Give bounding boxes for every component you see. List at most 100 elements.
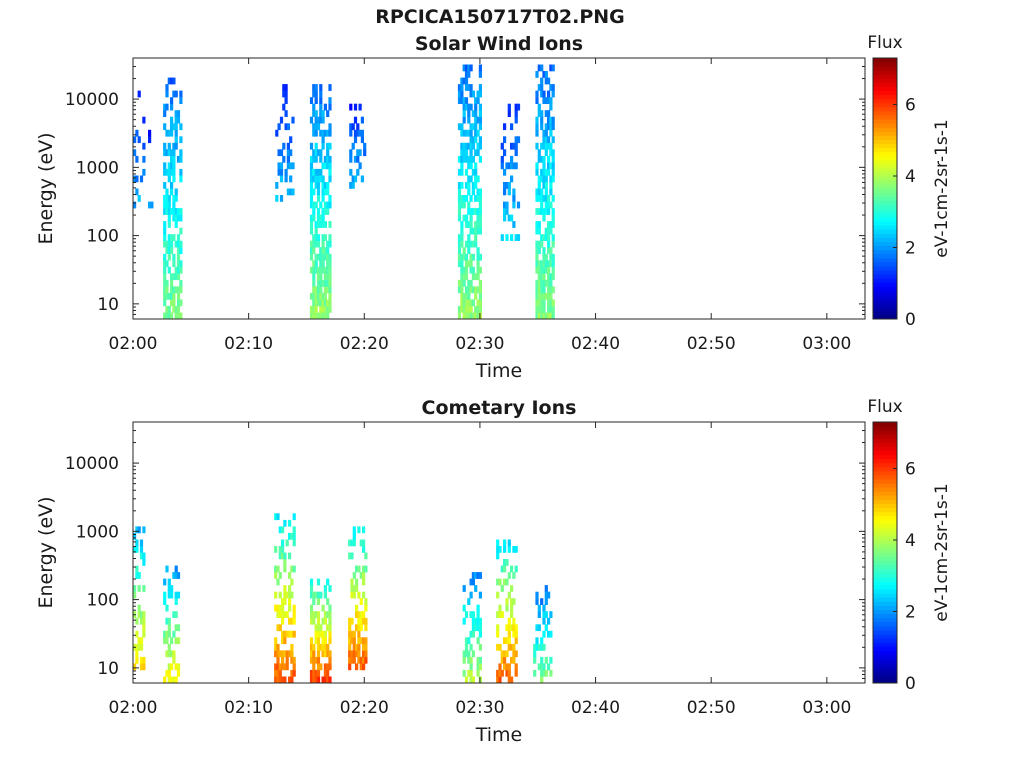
heatmap-cell	[478, 214, 482, 222]
colorbar-segment	[873, 298, 897, 304]
heatmap-cell	[163, 149, 167, 157]
heatmap-cell	[507, 643, 511, 651]
heatmap-cell	[457, 208, 462, 215]
heatmap-cell	[135, 572, 139, 579]
heatmap-cell	[505, 201, 509, 209]
heatmap-cell	[323, 103, 327, 111]
heatmap-cell	[549, 97, 553, 104]
heatmap-cell	[328, 624, 332, 632]
heatmap-cell	[170, 312, 174, 320]
heatmap-cell	[323, 234, 327, 241]
heatmap-cell	[535, 637, 539, 645]
heatmap-cell	[510, 142, 514, 150]
heatmap-cell	[358, 103, 362, 111]
colorbar-segment	[873, 605, 897, 610]
x-tick-label: 02:50	[687, 334, 736, 354]
heatmap-cell	[474, 273, 478, 281]
colorbar-segment	[873, 430, 897, 435]
colorbar-segment	[873, 556, 897, 562]
heatmap-cell	[133, 663, 137, 671]
colorbar-segment	[873, 131, 897, 136]
heatmap-cell	[535, 227, 539, 235]
heatmap-cell	[176, 663, 181, 671]
heatmap-cell	[323, 669, 327, 677]
heatmap-cell	[319, 221, 323, 228]
heatmap-cell	[471, 273, 475, 281]
heatmap-cell	[357, 630, 361, 638]
heatmap-cell	[288, 572, 292, 579]
colorbar-segment	[873, 265, 897, 271]
heatmap-cell	[163, 142, 167, 150]
heatmap-cell	[537, 103, 541, 111]
heatmap-cell	[540, 598, 544, 605]
heatmap-cell	[165, 129, 169, 137]
heatmap-cell	[496, 546, 500, 553]
heatmap-cell	[549, 123, 553, 131]
heatmap-cell	[359, 656, 363, 664]
heatmap-cell	[274, 572, 278, 579]
heatmap-cell	[505, 559, 509, 566]
heatmap-cell	[510, 643, 514, 651]
heatmap-cell	[165, 149, 169, 157]
heatmap-cell	[460, 221, 464, 228]
heatmap-cell	[142, 624, 146, 632]
heatmap-cell	[505, 663, 509, 671]
heatmap-cell	[535, 299, 539, 307]
heatmap-cell	[549, 669, 553, 677]
heatmap-cell	[505, 604, 509, 612]
panel-title: Cometary Ions	[422, 397, 577, 419]
heatmap-cell	[362, 663, 366, 671]
heatmap-cell	[467, 110, 471, 117]
heatmap-cell	[478, 572, 482, 579]
heatmap-cell	[547, 299, 551, 307]
heatmap-cell	[467, 116, 471, 124]
heatmap-cell	[544, 260, 548, 268]
heatmap-cell	[469, 630, 473, 638]
heatmap-cell	[510, 598, 514, 605]
heatmap-cell	[176, 637, 181, 645]
heatmap-cell	[319, 643, 323, 651]
heatmap-cell	[314, 227, 318, 235]
heatmap-cell	[319, 155, 323, 163]
heatmap-cell	[170, 77, 174, 85]
heatmap-cell	[326, 208, 330, 215]
heatmap-cell	[309, 611, 314, 618]
heatmap-cell	[507, 669, 511, 677]
heatmap-cell	[464, 64, 469, 72]
heatmap-cell	[309, 617, 314, 625]
colorbar-segment	[873, 135, 897, 140]
heatmap-cell	[478, 643, 482, 651]
heatmap-cell	[167, 221, 171, 228]
heatmap-cell	[360, 129, 364, 137]
colorbar-segment	[873, 147, 897, 153]
heatmap-cell	[464, 182, 469, 189]
heatmap-cell	[544, 168, 548, 176]
heatmap-cell	[288, 598, 292, 605]
heatmap-cell	[319, 591, 323, 599]
heatmap-cell	[163, 195, 167, 202]
heatmap-cell	[469, 643, 473, 651]
heatmap-cell	[323, 617, 327, 625]
heatmap-cell	[467, 129, 471, 137]
heatmap-cell	[135, 565, 139, 573]
heatmap-cell	[326, 312, 330, 320]
heatmap-cell	[137, 90, 141, 98]
heatmap-cell	[165, 103, 169, 111]
colorbar-segment	[873, 528, 897, 533]
heatmap-cell	[328, 155, 332, 163]
heatmap-cell	[462, 97, 466, 104]
heatmap-cell	[540, 208, 544, 215]
heatmap-cell	[505, 669, 509, 677]
heatmap-cell	[321, 175, 325, 183]
heatmap-cell	[314, 286, 318, 294]
heatmap-cell	[282, 90, 286, 98]
colorbar-segment	[873, 290, 897, 295]
heatmap-cell	[542, 155, 546, 163]
y-tick-label: 10000	[65, 454, 119, 474]
heatmap-cell	[469, 221, 473, 228]
heatmap-cells	[133, 513, 553, 684]
heatmap-cell	[350, 585, 354, 592]
heatmap-cell	[179, 266, 183, 274]
heatmap-cell	[478, 299, 482, 307]
heatmap-cell	[312, 247, 316, 254]
